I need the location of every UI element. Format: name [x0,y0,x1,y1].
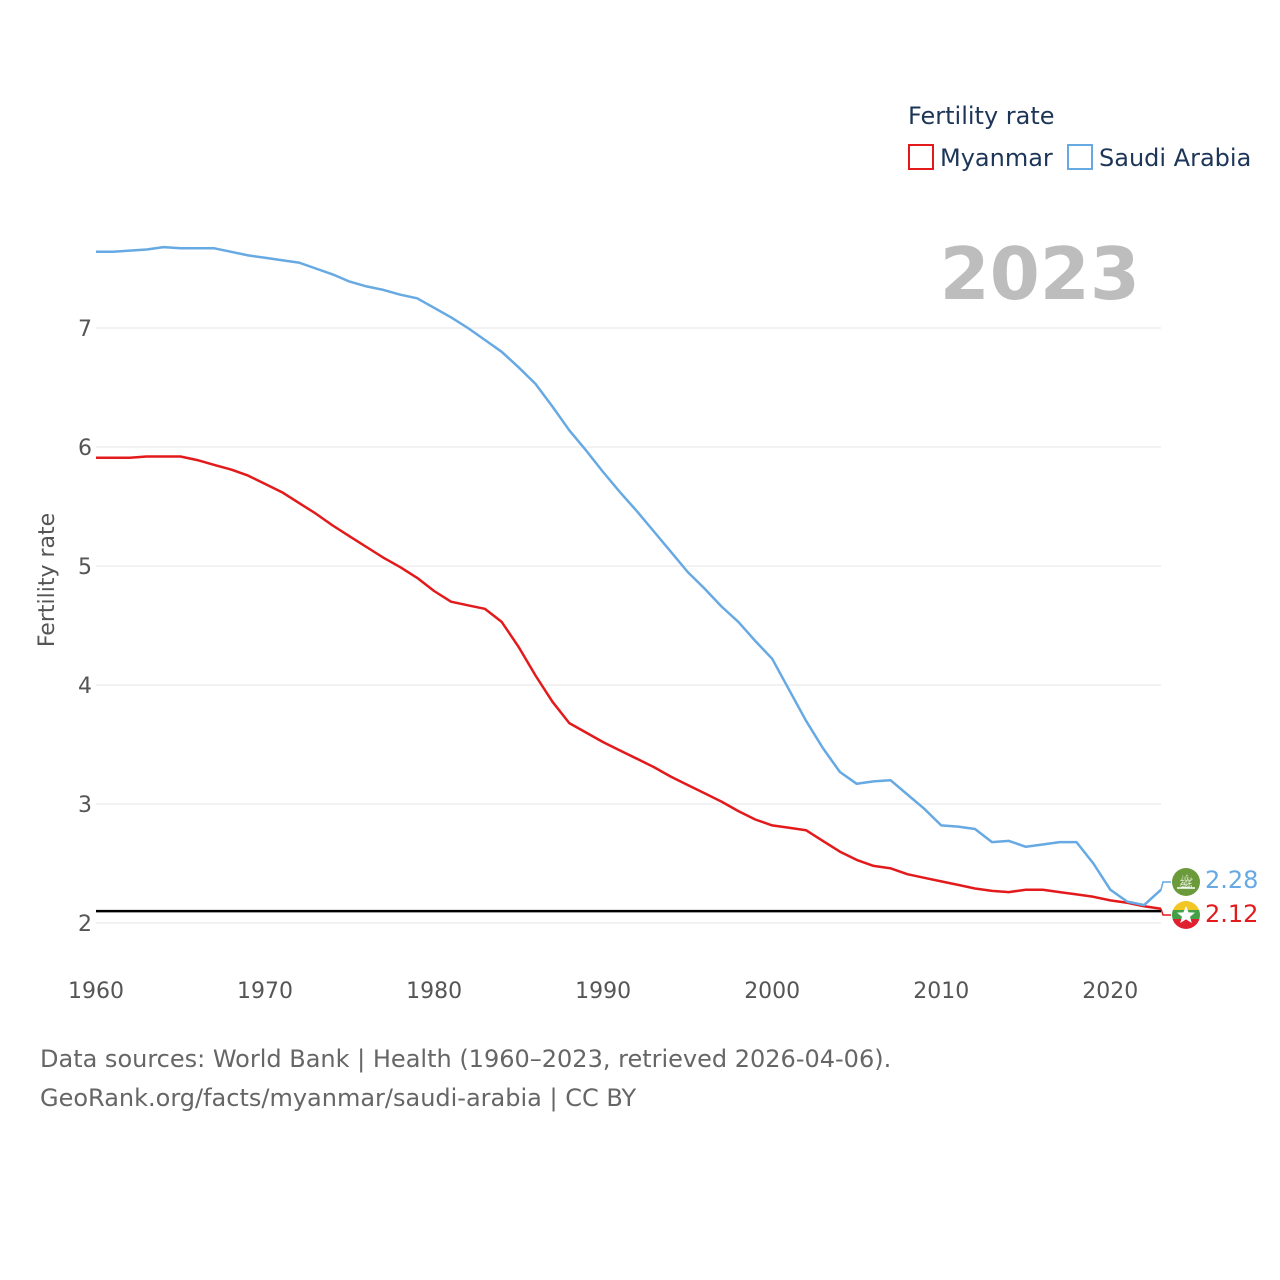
end-connector-saudi-arabia [1160,881,1171,890]
legend-swatch-myanmar [908,144,934,170]
legend-swatch-saudi-arabia [1067,144,1093,170]
x-tick-2010: 2010 [913,979,969,1004]
x-tick-1970: 1970 [237,979,293,1004]
x-tick-labels: 1960 1970 1980 1990 2000 2010 2020 [68,979,1138,1004]
y-tick-3: 3 [78,793,92,818]
grid [96,327,1161,924]
series-lines [96,245,1171,916]
series-line-myanmar[interactable] [96,455,1162,910]
legend: Fertility rate Myanmar Saudi Arabia [908,102,1251,172]
y-tick-7: 7 [78,317,92,342]
series-line-saudi-arabia[interactable] [96,245,1162,907]
legend-item-saudi-arabia[interactable]: Saudi Arabia [1067,144,1251,172]
footer-attribution[interactable]: GeoRank.org/facts/myanmar/saudi-arabia |… [40,1084,637,1112]
y-tick-labels: 2 3 4 5 6 7 [78,317,92,937]
legend-item-myanmar[interactable]: Myanmar [908,144,1053,172]
footer-sources: Data sources: World Bank | Health (1960–… [40,1045,892,1073]
y-tick-6: 6 [78,436,92,461]
year-label: 2023 [940,232,1140,316]
saudi-arabia-flag-icon: ﷺ [1172,868,1200,896]
end-label-saudi-arabia: 2.28 [1205,866,1258,894]
x-tick-1960: 1960 [68,979,124,1004]
x-tick-2020: 2020 [1082,979,1138,1004]
y-tick-4: 4 [78,674,92,699]
end-connector-myanmar [1160,908,1171,916]
end-label-myanmar: 2.12 [1205,900,1258,928]
y-tick-5: 5 [78,555,92,580]
x-tick-1990: 1990 [575,979,631,1004]
x-tick-2000: 2000 [744,979,800,1004]
svg-text:ﷺ: ﷺ [1179,874,1194,890]
y-tick-2: 2 [78,912,92,937]
y-axis-label: Fertility rate [35,513,60,647]
x-tick-1980: 1980 [406,979,462,1004]
legend-label-myanmar: Myanmar [940,144,1053,172]
legend-title: Fertility rate [908,102,1055,130]
legend-label-saudi-arabia: Saudi Arabia [1099,144,1251,172]
myanmar-flag-icon [1172,901,1200,929]
